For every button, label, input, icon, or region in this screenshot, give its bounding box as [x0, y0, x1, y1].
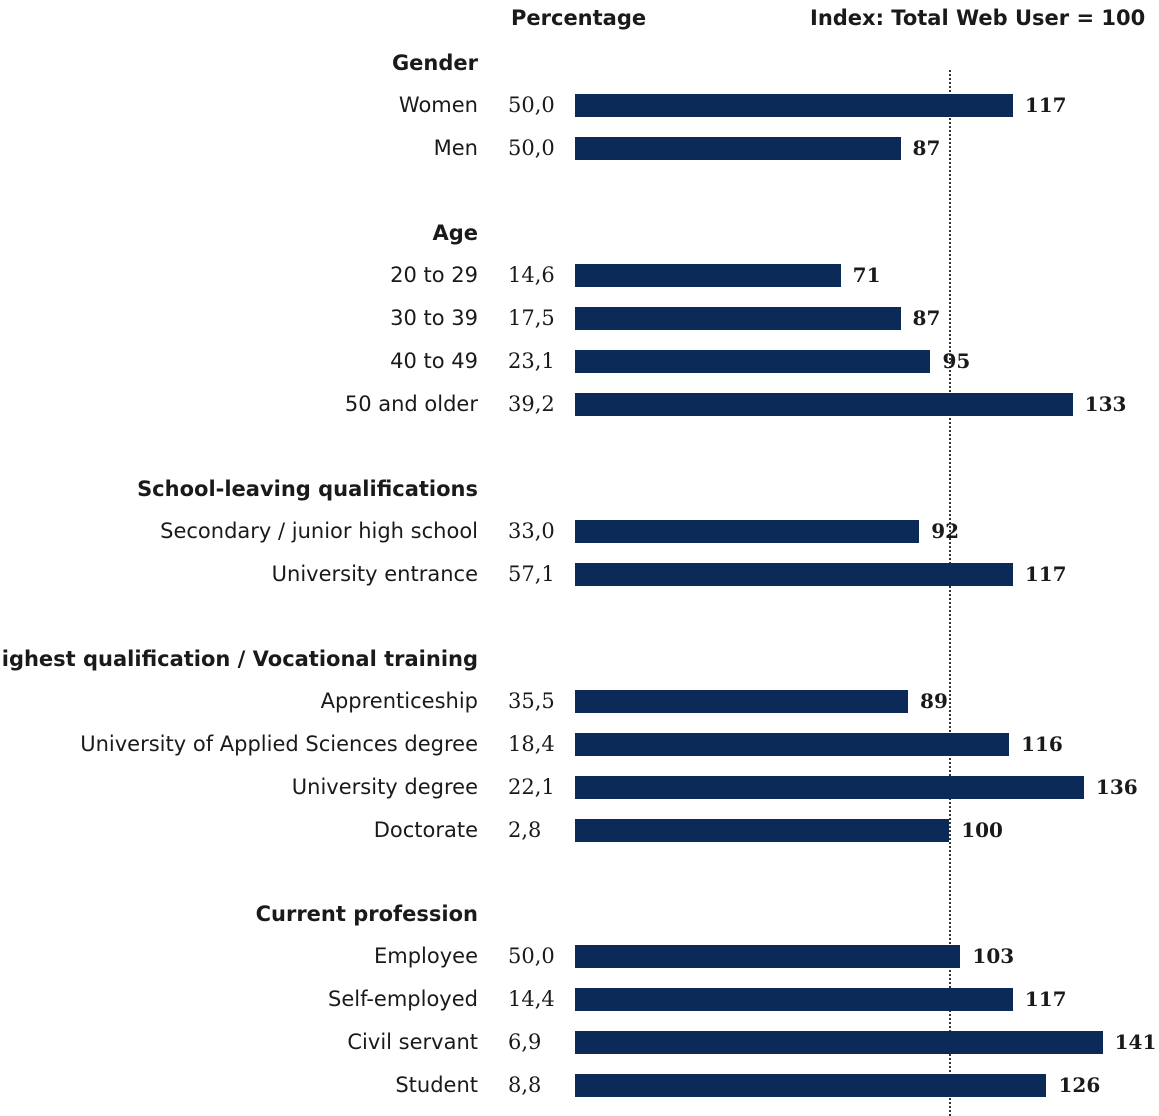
index-value: 126: [1058, 1073, 1101, 1097]
row-label: Self-employed: [328, 987, 478, 1011]
row-label: Men: [433, 136, 478, 160]
index-bar: [575, 264, 841, 287]
group-title: Gender: [391, 51, 478, 75]
row-label: Secondary / junior high school: [160, 519, 478, 543]
row-label: University entrance: [271, 562, 478, 586]
index-bar: [575, 819, 950, 842]
index-value: 136: [1095, 775, 1138, 799]
index-bar: [575, 776, 1084, 799]
group-title: School-leaving qualifications: [137, 477, 478, 501]
index-value: 87: [912, 136, 941, 160]
group-title: Highest qualification / Vocational train…: [0, 647, 478, 671]
index-value: 92: [931, 519, 960, 543]
index-bar: [575, 137, 901, 160]
index-value: 117: [1024, 987, 1067, 1011]
index-value: 103: [972, 944, 1015, 968]
percentage-value: 2,8: [508, 818, 542, 842]
index-value: 95: [942, 349, 971, 373]
index-bar: [575, 988, 1013, 1011]
row-label: Apprenticeship: [320, 689, 478, 713]
row-label: 40 to 49: [390, 349, 478, 373]
index-bar: [575, 733, 1010, 756]
index-bar: [575, 307, 901, 330]
index-bar: [575, 1031, 1103, 1054]
group-title: Current profession: [255, 902, 478, 926]
index-value: 117: [1024, 93, 1067, 117]
index-value: 100: [961, 818, 1003, 842]
index-value: 117: [1024, 562, 1067, 586]
group-title: Age: [432, 221, 478, 245]
index-value: 133: [1084, 392, 1127, 416]
row-label: Student: [395, 1073, 478, 1097]
row-label: 50 and older: [344, 392, 478, 416]
index-value: 89: [920, 689, 948, 713]
row-label: Employee: [373, 944, 478, 968]
percentage-value: 14,6: [508, 263, 555, 287]
index-value: 87: [912, 306, 941, 330]
percentage-value: 50,0: [508, 944, 555, 968]
percentage-value: 50,0: [508, 136, 555, 160]
index-bar: [575, 94, 1013, 117]
percentage-value: 39,2: [508, 392, 555, 416]
percentage-value: 23,1: [508, 349, 555, 373]
index-value: 116: [1021, 732, 1063, 756]
percentage-value: 14,4: [508, 987, 555, 1011]
row-label: Civil servant: [347, 1030, 478, 1054]
row-label: Doctorate: [373, 818, 478, 842]
percentage-value: 18,4: [508, 732, 555, 756]
percentage-value: 17,5: [508, 306, 555, 330]
index-bar: [575, 563, 1013, 586]
index-bar: [575, 1074, 1047, 1097]
index-value: 141: [1114, 1030, 1157, 1054]
index-header: Index: Total Web User = 100: [810, 6, 1146, 30]
percentage-header: Percentage: [511, 6, 647, 30]
index-bar: [575, 350, 931, 373]
row-label: University degree: [291, 775, 478, 799]
row-label: University of Applied Sciences degree: [80, 732, 478, 756]
percentage-value: 33,0: [508, 519, 555, 543]
row-label: 30 to 39: [390, 306, 478, 330]
percentage-value: 6,9: [508, 1030, 542, 1054]
reference-line-100: [949, 70, 951, 1116]
row-label: 20 to 29: [390, 263, 478, 287]
percentage-value: 8,8: [508, 1073, 542, 1097]
index-bar: [575, 945, 961, 968]
percentage-value: 50,0: [508, 93, 555, 117]
row-label: Women: [398, 93, 478, 117]
index-bar: [575, 520, 920, 543]
index-bar: [575, 393, 1073, 416]
index-bar: [575, 690, 909, 713]
index-value: 71: [852, 263, 881, 287]
percentage-value: 57,1: [508, 562, 555, 586]
percentage-value: 35,5: [508, 689, 555, 713]
percentage-value: 22,1: [508, 775, 555, 799]
